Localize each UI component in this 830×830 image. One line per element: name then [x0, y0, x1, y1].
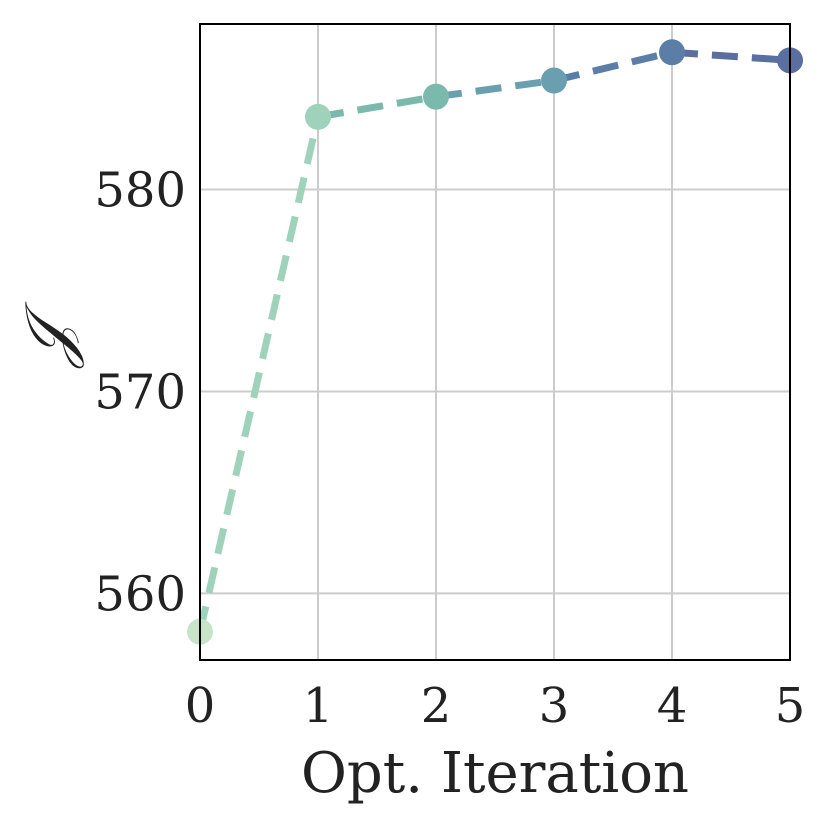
y-tick-label-580: 580 [94, 163, 186, 219]
y-tick-label-570: 570 [94, 364, 186, 420]
x-tick-label-5: 5 [775, 678, 806, 734]
series-points [187, 39, 803, 645]
data-point-4 [659, 39, 685, 66]
line-segment-2 [435, 77, 555, 101]
series-line [196, 48, 791, 633]
line-segment-4 [671, 48, 791, 64]
y-tick-label-560: 560 [94, 566, 186, 622]
x-tick-label-3: 3 [539, 678, 570, 734]
line-segment-3 [553, 48, 673, 84]
x-tick-label-2: 2 [421, 678, 452, 734]
data-point-2 [423, 83, 449, 110]
y-axis-label: 𝒥 [12, 301, 86, 369]
plot-frame [199, 23, 791, 661]
x-tick-label-4: 4 [657, 678, 688, 734]
data-point-3 [541, 67, 567, 94]
x-tick-label-1: 1 [303, 678, 334, 734]
x-tick-label-0: 0 [185, 678, 216, 734]
y-tick-labels: 560 570 580 [94, 163, 186, 623]
data-point-1 [305, 103, 331, 130]
x-tick-labels: 0 1 2 3 4 5 [185, 678, 806, 734]
grid-lines [200, 24, 790, 660]
x-axis-label: Opt. Iteration [301, 741, 689, 806]
line-segment-1 [317, 93, 437, 121]
line-segment-0 [196, 116, 322, 633]
